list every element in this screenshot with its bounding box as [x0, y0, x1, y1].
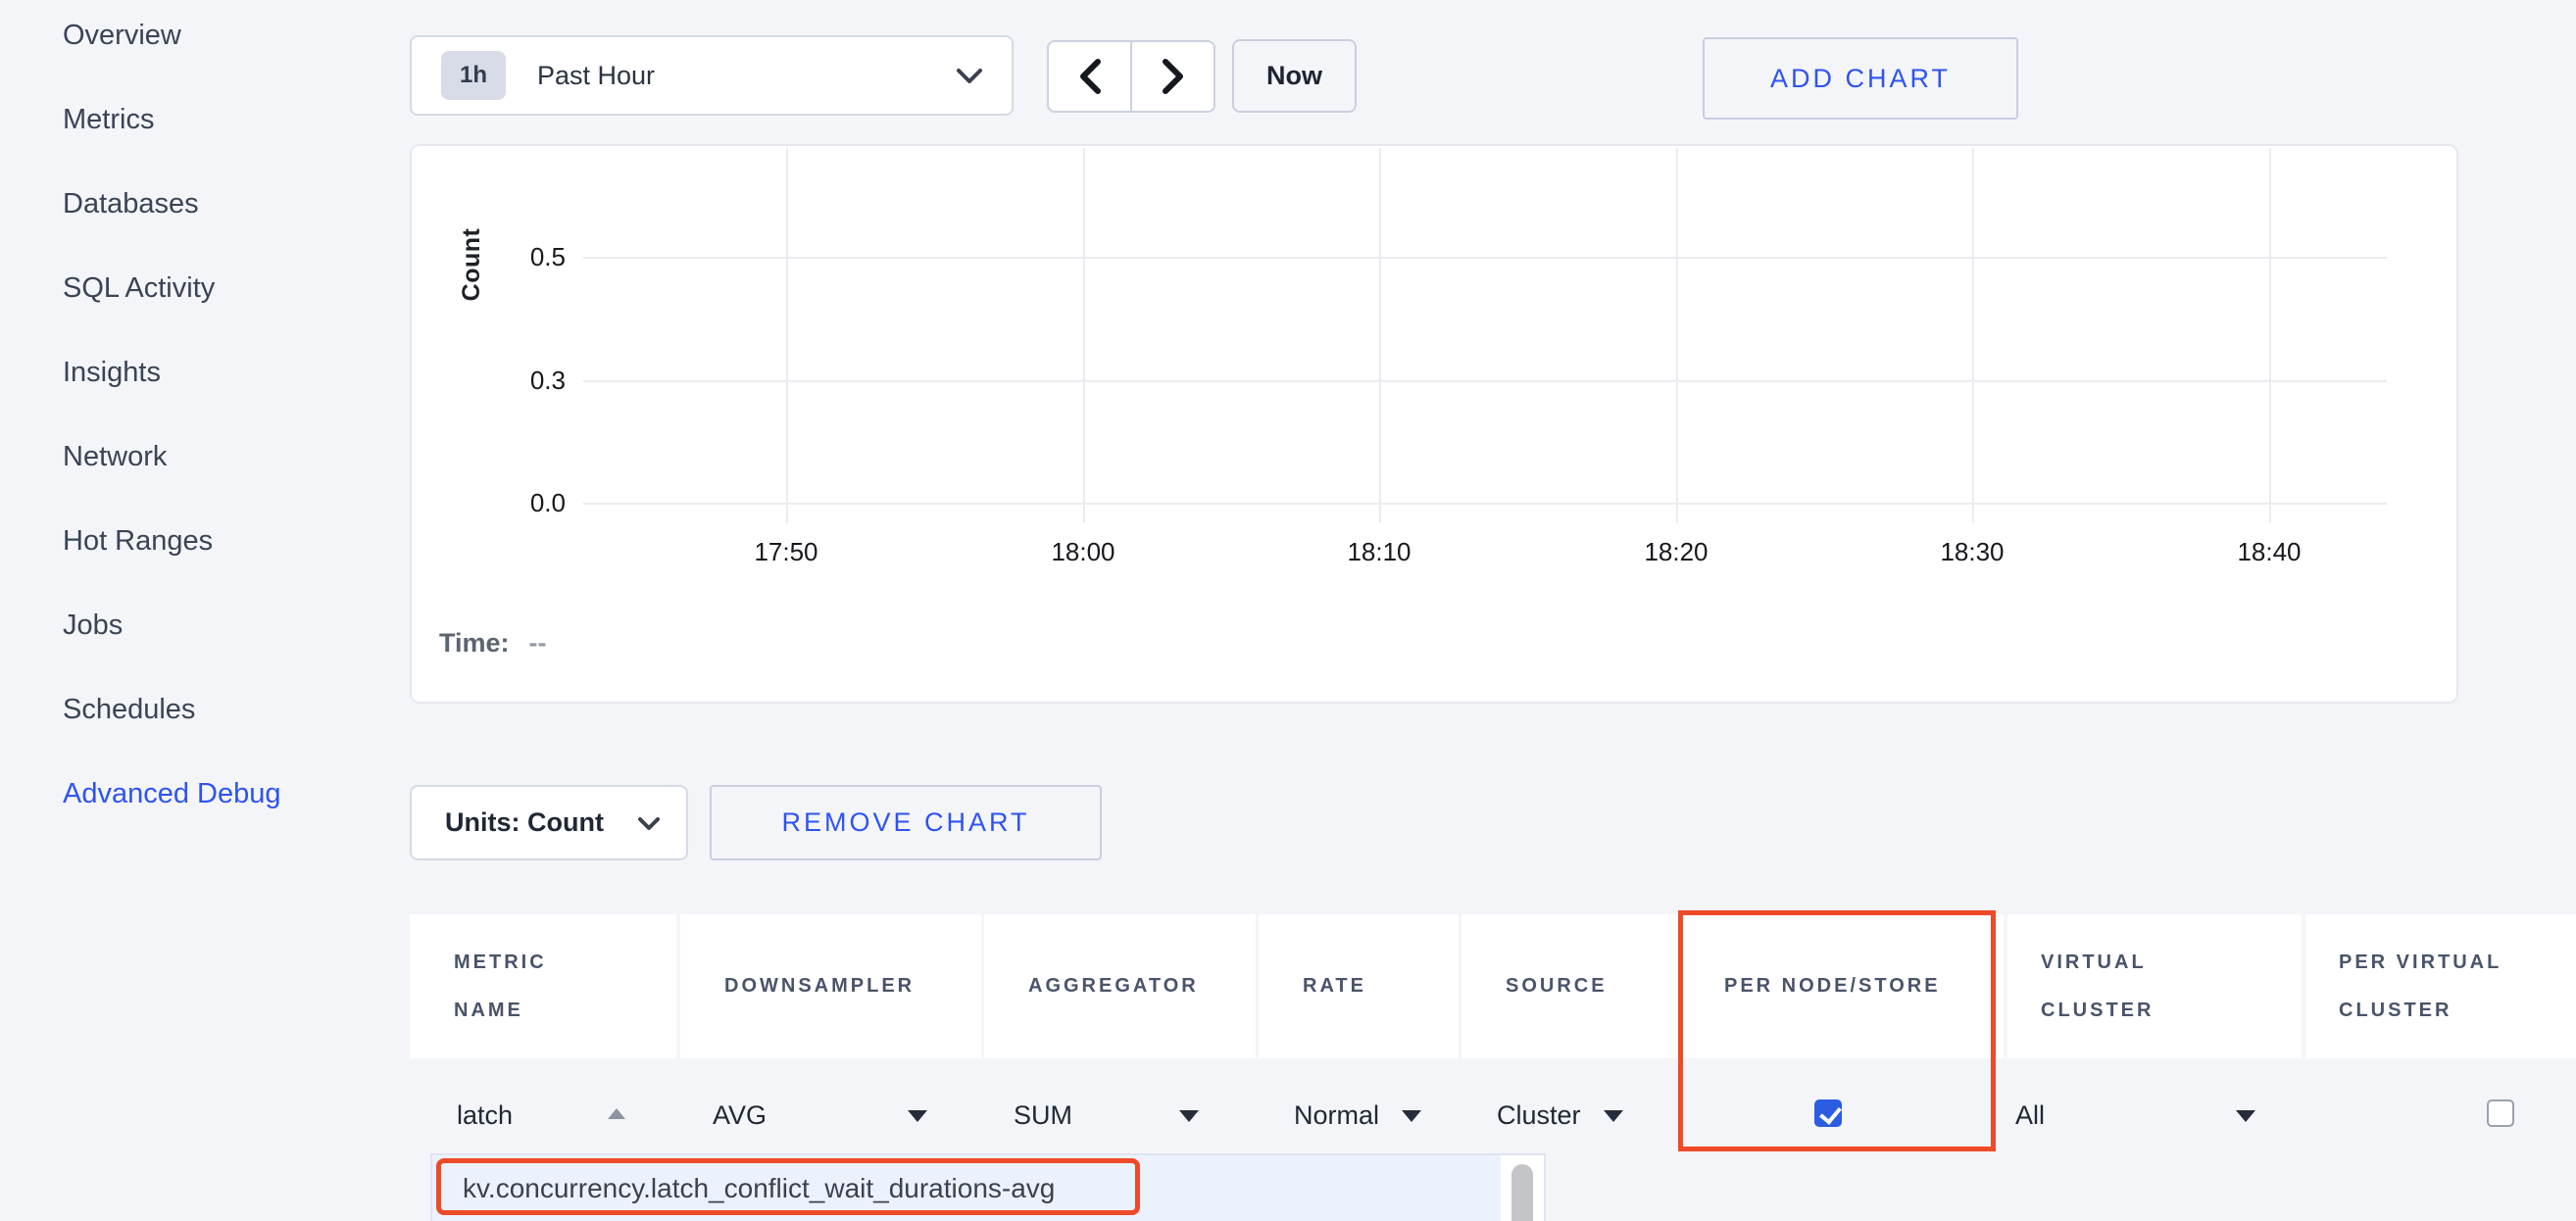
gridline-horizontal [583, 380, 2387, 382]
gridline-vertical [1379, 148, 1381, 523]
prev-time-button[interactable] [1049, 42, 1132, 111]
y-axis-label: Count [458, 227, 485, 302]
column-header-virtual-cluster: VIRTUAL CLUSTER [2007, 914, 2302, 1058]
caret-down-icon[interactable] [2236, 1110, 2255, 1122]
caret-down-icon[interactable] [908, 1110, 927, 1122]
column-header-downsampler: DOWNSAMPLER [680, 914, 981, 1058]
sidebar-item-insights[interactable]: Insights [63, 356, 161, 388]
column-header-per-node-store: PER NODE/STORE [1680, 914, 2004, 1058]
units-select-label: Units: Count [445, 807, 604, 837]
column-header-per-virtual-cluster: PER VIRTUAL CLUSTER [2305, 914, 2576, 1058]
plot-area[interactable]: 0.5 0.3 0.0 17:50 18:00 18:10 18:20 18:30 18:40 [530, 148, 2387, 566]
sidebar-item-network[interactable]: Network [63, 440, 168, 472]
sidebar-item-sql-activity[interactable]: SQL Activity [63, 271, 216, 304]
time-step-buttons [1047, 40, 1215, 113]
virtual-cluster-select[interactable]: All [2015, 1100, 2046, 1130]
sidebar-item-databases[interactable]: Databases [63, 187, 199, 220]
chart-panel: Count 0.5 0.3 0.0 17:50 18:00 18:10 18:20 18:30… [410, 144, 2458, 704]
time-readout-value: -- [528, 628, 547, 658]
aggregator-select[interactable]: SUM [1014, 1100, 1072, 1130]
chevron-left-icon [1079, 59, 1101, 94]
now-button[interactable]: Now [1232, 39, 1357, 113]
column-header-label: SOURCE [1506, 975, 1608, 997]
column-header-source: SOURCE [1461, 914, 1677, 1058]
time-range-picker[interactable]: 1h Past Hour [410, 35, 1014, 116]
chevron-down-icon [957, 69, 982, 83]
column-header-label: AGGREGATOR [1028, 975, 1199, 997]
caret-down-icon[interactable] [1402, 1110, 1421, 1122]
x-tick-label: 18:00 [1051, 537, 1115, 566]
caret-down-icon[interactable] [1604, 1110, 1623, 1122]
sidebar-item-jobs[interactable]: Jobs [63, 609, 124, 641]
y-tick-label: 0.5 [529, 242, 566, 271]
x-tick-label: 18:10 [1347, 537, 1412, 566]
sidebar-item-advanced-debug[interactable]: Advanced Debug [63, 777, 281, 809]
per-virtual-cluster-checkbox[interactable] [2487, 1099, 2514, 1127]
column-header-label: VIRTUAL CLUSTER [2041, 951, 2155, 1021]
x-tick-label: 18:20 [1644, 537, 1709, 566]
sidebar-item-schedules[interactable]: Schedules [63, 693, 196, 725]
column-header-metric-name: METRIC NAME [410, 914, 676, 1058]
gridline-vertical [786, 148, 788, 523]
rate-select[interactable]: Normal [1294, 1100, 1380, 1130]
metric-name-combobox[interactable]: latch [457, 1100, 514, 1130]
time-range-label: Past Hour [537, 60, 656, 90]
y-tick-label: 0.0 [529, 488, 566, 517]
per-node-store-checkbox[interactable] [1814, 1099, 1842, 1127]
time-readout: Time: -- [439, 628, 547, 659]
units-select[interactable]: Units: Count [410, 785, 688, 860]
time-range-badge: 1h [441, 51, 506, 100]
time-readout-label: Time: [439, 628, 510, 658]
column-header-rate: RATE [1259, 914, 1459, 1058]
source-select[interactable]: Cluster [1497, 1100, 1581, 1130]
dropdown-scrollbar-thumb[interactable] [1511, 1164, 1533, 1221]
add-chart-button[interactable]: ADD CHART [1703, 37, 2018, 120]
x-tick-label: 17:50 [754, 537, 818, 566]
chevron-down-icon [638, 817, 660, 830]
dropdown-scrollbar-track[interactable] [1501, 1155, 1544, 1221]
column-header-label: PER NODE/STORE [1724, 975, 1941, 997]
gridline-vertical [2269, 148, 2271, 523]
column-header-label: DOWNSAMPLER [724, 975, 916, 997]
suggestion-item[interactable]: kv.concurrency.latch_conflict_wait_durat… [463, 1172, 1056, 1203]
remove-chart-button[interactable]: REMOVE CHART [710, 785, 1102, 860]
y-tick-label: 0.3 [529, 366, 566, 395]
next-time-button[interactable] [1132, 42, 1214, 111]
gridline-vertical [1083, 148, 1085, 523]
x-tick-label: 18:40 [2237, 537, 2302, 566]
column-header-label: METRIC NAME [454, 951, 547, 1021]
sidebar-item-metrics[interactable]: Metrics [63, 103, 155, 135]
sidebar-item-overview[interactable]: Overview [63, 19, 181, 51]
gridline-vertical [1676, 148, 1678, 523]
gridline-horizontal [583, 257, 2387, 259]
gridline-horizontal [583, 503, 2387, 505]
caret-down-icon[interactable] [1179, 1110, 1199, 1122]
column-header-label: PER VIRTUAL CLUSTER [2339, 951, 2502, 1021]
chevron-right-icon [1162, 59, 1183, 94]
sidebar: Overview Metrics Databases SQL Activity … [63, 0, 386, 836]
downsampler-select[interactable]: AVG [713, 1100, 768, 1130]
column-header-label: RATE [1303, 975, 1366, 997]
x-tick-label: 18:30 [1940, 537, 2005, 566]
caret-up-icon [608, 1108, 625, 1119]
sidebar-item-hot-ranges[interactable]: Hot Ranges [63, 524, 214, 557]
gridline-vertical [1972, 148, 1974, 523]
metric-suggestions-dropdown: kv.concurrency.latch_conflict_wait_durat… [430, 1153, 1546, 1221]
column-header-aggregator: AGGREGATOR [984, 914, 1256, 1058]
